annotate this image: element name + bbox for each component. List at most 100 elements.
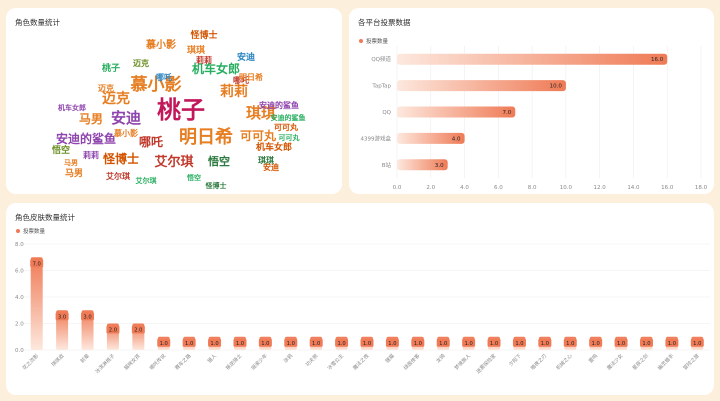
word-cloud-word: 艾尔琪 xyxy=(136,176,157,185)
x-tick-label: 18.0 xyxy=(695,185,708,191)
word-cloud-word: 明日希 xyxy=(179,126,233,148)
word-cloud-word: 迈克 xyxy=(102,90,130,107)
bar-value-box xyxy=(639,338,653,347)
word-cloud-word: 怪博士 xyxy=(206,181,227,190)
platform-bar-chart: 0.0 2.0 4.0 6.0 8.0 10.0 12.0 14.0 16.0 18.0 QQ频道 1… xyxy=(361,46,708,191)
bar[interactable] xyxy=(397,132,465,144)
x-tick-label: 10.0 xyxy=(560,185,573,191)
bar-value-label: 1.0 xyxy=(414,341,422,347)
word-cloud-word: 桃子 xyxy=(102,62,120,74)
bar-value-box xyxy=(81,312,95,321)
bar-value-box xyxy=(512,338,526,347)
bar-value-label: 1.0 xyxy=(388,341,396,347)
word-cloud-word: 艾尔琪 xyxy=(106,171,130,181)
x-tick-label: 涂鸦 xyxy=(282,352,294,364)
bar-value-label: 2.0 xyxy=(109,328,117,334)
bar-value-box xyxy=(589,338,603,347)
word-cloud-word: 机车女郎 xyxy=(256,141,292,153)
bar[interactable] xyxy=(397,106,516,118)
bar-value-label: 1.0 xyxy=(363,341,371,347)
word-cloud-word: 哪吒 xyxy=(233,75,249,85)
x-tick-label: 4.0 xyxy=(460,185,469,191)
x-tick-label: 机械之心 xyxy=(555,352,574,371)
bar-value-box xyxy=(690,338,704,347)
x-tick-label: 0.0 xyxy=(393,185,402,191)
bar-value-box xyxy=(30,259,44,268)
skins-legend-label: 投票数量 xyxy=(23,229,46,235)
bar[interactable] xyxy=(397,159,448,171)
word-cloud-word: 琪琪 xyxy=(246,104,276,122)
bar-value-box xyxy=(157,338,171,347)
bar-value-label: 1.0 xyxy=(515,341,523,347)
word-cloud-word: 迈克 xyxy=(133,58,149,68)
x-tick-label: 琪琪皮 xyxy=(50,352,66,368)
bar-value-label: 1.0 xyxy=(693,341,701,347)
x-tick-label: 叛逆骑士 xyxy=(224,352,243,371)
word-cloud-word: 安迪 xyxy=(263,162,279,172)
x-tick-label: 猫咪女孩 xyxy=(123,352,142,371)
x-tick-label: 摇滚少年 xyxy=(250,352,269,371)
bar-value-box xyxy=(385,338,399,347)
x-tick-label: 冒险之旅 xyxy=(682,352,701,371)
x-tick-label: 赛车之路 xyxy=(173,352,192,371)
word-cloud-word: 莉莉 xyxy=(83,150,99,160)
bar-value-label: 10.0 xyxy=(550,84,563,90)
x-tick-label: 雷鸣 xyxy=(587,352,599,364)
bar-value-label: 1.0 xyxy=(236,341,244,347)
x-tick-label: 星辰之剑 xyxy=(631,352,650,371)
x-tick-label: 冰淇淋桃子 xyxy=(94,352,117,375)
skins-bar-chart: 0.0 2.0 4.0 6.0 8.0 7.0 花之流影 3.0 琪琪皮 3.0 前辈 2.0 冰淇淋桃… xyxy=(15,242,710,375)
bar-value-label: 7.0 xyxy=(502,110,511,116)
wordcloud-title: 角色数量统计 xyxy=(15,18,60,27)
word-cloud-word: 莉莉 xyxy=(220,83,248,100)
x-tick-label: 幽灵猎手 xyxy=(656,352,675,371)
bar-value-label: 1.0 xyxy=(287,341,295,347)
bar-value-label: 3.0 xyxy=(83,314,91,320)
bar-value-label: 1.0 xyxy=(668,341,676,347)
x-tick-label: 绿茵侠客 xyxy=(402,352,421,371)
word-cloud-word: 艾尔琪 xyxy=(154,154,193,170)
word-cloud-word: 悟空 xyxy=(208,154,230,168)
word-cloud-word: 可可丸 xyxy=(240,128,277,143)
word-cloud-word: 悟空 xyxy=(52,144,70,156)
word-cloud-word: 琪琪 xyxy=(187,44,205,56)
bar-value-label: 3.0 xyxy=(58,314,66,320)
bar-value-label: 1.0 xyxy=(160,341,168,347)
word-cloud-word: 桃子 xyxy=(157,96,205,124)
bar-value-label: 1.0 xyxy=(439,341,447,347)
bar-value-label: 1.0 xyxy=(617,341,625,347)
bar-value-box xyxy=(614,338,628,347)
word-cloud-word: 悟空 xyxy=(186,173,201,182)
word-cloud-word: 哪吒 xyxy=(139,134,163,149)
word-cloud-word: 莉莉 xyxy=(196,55,212,65)
x-tick-label: 花之流影 xyxy=(21,352,40,371)
word-cloud-word: 马男 xyxy=(64,159,78,167)
bar-value-label: 1.0 xyxy=(210,341,218,347)
word-cloud-word: 安迪 xyxy=(237,51,255,63)
x-tick-label: 功夫熊 xyxy=(304,352,320,368)
x-tick-label: 12.0 xyxy=(594,185,607,191)
bar[interactable] xyxy=(397,53,668,65)
y-tick-label: 4.0 xyxy=(15,295,24,301)
platform-legend: 投票数量 xyxy=(359,37,388,45)
y-tick-label: QQ xyxy=(382,110,391,116)
y-tick-label: 2.0 xyxy=(15,322,24,328)
bar-value-box xyxy=(182,338,196,347)
word-cloud-word: 慕小影 xyxy=(145,38,176,51)
bar[interactable] xyxy=(397,80,566,92)
bar-value-label: 2.0 xyxy=(134,328,142,334)
skins-title: 角色皮肤数量统计 xyxy=(15,213,75,222)
platform-panel: 各平台投票数据 投票数量 0.0 2.0 4.0 6.0 8.0 10.0 12.0 14.0… xyxy=(349,8,714,194)
word-cloud-word: 慕小影 xyxy=(113,128,138,138)
x-tick-label: 魔法之夜 xyxy=(351,352,370,371)
bar-value-label: 1.0 xyxy=(642,341,650,347)
bar-value-box xyxy=(106,325,120,334)
word-cloud-word: 安迪的鲨鱼 xyxy=(56,131,116,146)
x-tick-label: 猎人 xyxy=(206,352,218,364)
x-tick-label: 冰雪公主 xyxy=(326,352,345,371)
skins-legend: 投票数量 xyxy=(16,227,45,235)
bar[interactable] xyxy=(30,257,43,350)
legend-dot-icon xyxy=(16,229,20,233)
bar-value-box xyxy=(411,338,425,347)
x-tick-label: 狸猫 xyxy=(384,352,396,364)
